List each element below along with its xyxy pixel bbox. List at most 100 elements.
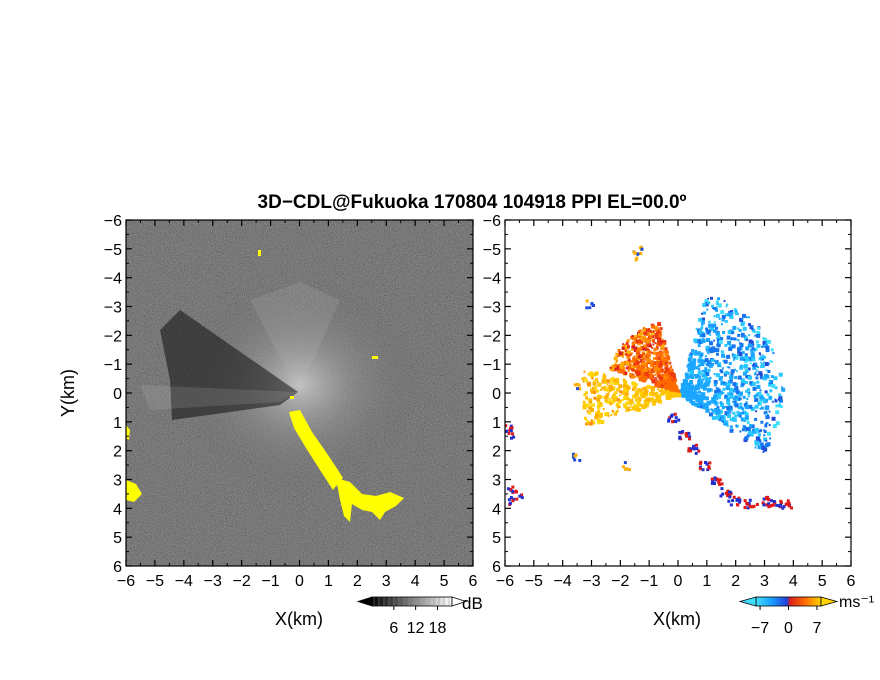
velocity-pixel <box>727 409 732 414</box>
velocity-pixel <box>638 353 641 356</box>
velocity-pixel <box>715 387 718 390</box>
velocity-pixel <box>782 504 786 508</box>
velocity-pixel <box>713 373 716 376</box>
velocity-y-tick-label: −6 <box>483 213 501 230</box>
velocity-pixel <box>610 399 615 404</box>
velocity-pixel <box>719 391 722 394</box>
velocity-pixel <box>601 379 606 384</box>
velocity-pixel <box>650 373 653 376</box>
velocity-pixel <box>689 379 694 384</box>
velocity-pixel <box>699 333 704 338</box>
velocity-pixel <box>677 418 681 422</box>
velocity-pixel <box>602 396 605 399</box>
velocity-pixel <box>680 389 683 392</box>
velocity-pixel <box>716 388 721 393</box>
velocity-pixel <box>651 338 655 342</box>
velocity-pixel <box>713 339 716 342</box>
velocity-pixel <box>739 402 743 406</box>
velocity-pixel <box>623 404 628 409</box>
velocity-pixel <box>720 415 723 418</box>
velocity-pixel <box>729 405 733 409</box>
velocity-pixel <box>658 331 662 335</box>
velocity-pixel <box>732 411 736 415</box>
velocity-pixel <box>767 362 770 365</box>
velocity-pixel <box>722 360 725 363</box>
velocity-pixel <box>712 399 717 404</box>
reflectivity-x-tick-label: 6 <box>469 573 478 590</box>
chart-title: 3D−CDL@Fukuoka 170804 104918 PPI EL=00.0… <box>258 192 687 213</box>
velocity-pixel <box>507 431 511 435</box>
velocity-pixel <box>597 405 601 409</box>
velocity-pixel <box>669 367 672 370</box>
velocity-pixel <box>588 421 593 426</box>
velocity-pixel <box>750 354 755 359</box>
velocity-pixel <box>624 391 629 396</box>
velocity-pixel <box>728 346 733 351</box>
reflectivity-x-tick-label: −6 <box>117 573 135 590</box>
velocity-pixel <box>700 354 703 357</box>
velocity-pixel <box>726 335 731 340</box>
velocity-pixel <box>756 369 759 372</box>
velocity-pixel <box>512 435 516 439</box>
velocity-pixel <box>726 382 731 387</box>
velocity-pixel <box>634 376 637 379</box>
velocity-pixel <box>685 434 689 438</box>
velocity-pixel <box>746 420 750 424</box>
velocity-pixel <box>737 333 741 337</box>
velocity-pixel <box>638 377 643 382</box>
velocity-pixel <box>715 300 719 304</box>
velocity-pixel <box>663 349 667 353</box>
velocity-pixel <box>693 388 697 392</box>
velocity-pixel <box>735 398 738 401</box>
velocity-pixel <box>678 436 682 440</box>
velocity-pixel <box>718 478 722 482</box>
velocity-pixel <box>763 411 767 415</box>
velocity-pixel <box>651 360 656 365</box>
velocity-pixel <box>660 345 665 350</box>
velocity-pixel <box>625 407 628 410</box>
velocity-pixel <box>587 410 592 415</box>
velocity-pixel <box>695 373 700 378</box>
velocity-colorbar-tick-label: −7 <box>751 620 769 637</box>
velocity-pixel <box>639 245 643 249</box>
velocity-pixel <box>624 350 627 353</box>
velocity-pixel <box>707 465 711 469</box>
velocity-pixel <box>633 362 637 366</box>
velocity-pixel <box>572 452 576 456</box>
velocity-pixel <box>697 449 701 453</box>
velocity-pixel <box>731 353 734 356</box>
velocity-pixel <box>669 377 674 382</box>
velocity-pixel <box>720 482 724 486</box>
velocity-pixel <box>751 364 754 367</box>
velocity-pixel <box>706 347 711 352</box>
velocity-pixel <box>759 353 762 356</box>
velocity-pixel <box>748 339 753 344</box>
velocity-pixel <box>716 343 721 348</box>
velocity-pixel <box>743 506 747 510</box>
reflectivity-colorbar: 6 12 18 dB <box>356 594 483 637</box>
velocity-pixel <box>657 322 662 327</box>
velocity-colorbar-right-arrow <box>820 596 839 607</box>
velocity-pixel <box>756 384 761 389</box>
velocity-pixel <box>646 350 651 355</box>
velocity-pixel <box>619 394 622 397</box>
velocity-pixel <box>692 358 697 363</box>
velocity-pixel <box>750 407 755 412</box>
velocity-pixel <box>706 308 709 311</box>
velocity-pixel <box>588 402 592 406</box>
velocity-pixel <box>717 297 721 301</box>
velocity-pixel <box>762 341 767 346</box>
velocity-pixel <box>777 398 780 401</box>
velocity-pixel <box>660 380 665 385</box>
velocity-pixel <box>657 340 662 345</box>
velocity-pixel <box>689 355 692 358</box>
velocity-pixel <box>651 335 655 339</box>
velocity-pixel <box>749 424 753 428</box>
velocity-pixel <box>754 347 758 351</box>
reflectivity-highlight <box>126 250 404 522</box>
velocity-pixel <box>733 357 736 360</box>
velocity-pixel <box>639 391 644 396</box>
velocity-pixel <box>629 405 632 408</box>
velocity-pixel <box>748 404 753 409</box>
velocity-pixel <box>650 368 654 372</box>
